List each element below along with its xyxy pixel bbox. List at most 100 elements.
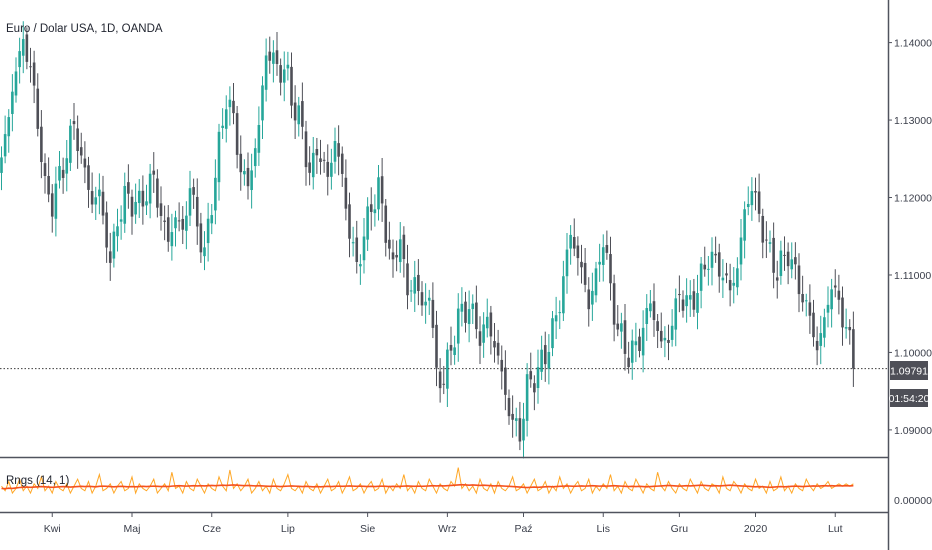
candle-body: [11, 91, 14, 114]
candle-body: [761, 215, 765, 243]
candle-body: [185, 215, 188, 231]
candle-body: [482, 324, 485, 343]
candle-body: [830, 289, 833, 310]
candle-body: [159, 203, 163, 216]
candle-body: [424, 301, 427, 306]
candle-body: [119, 219, 123, 222]
candle-body: [699, 263, 703, 291]
candle-body: [315, 149, 319, 156]
candle-body: [518, 418, 522, 442]
candle-body: [594, 268, 598, 296]
candle-body: [348, 204, 351, 239]
candle-body: [823, 317, 826, 338]
price-axis-ticks: 1.09000 1.10000 1.11000 1.12000 1.13000 1.140…: [888, 38, 932, 507]
candle-body: [7, 117, 11, 137]
countdown-badge: [890, 389, 928, 407]
candle-body: [797, 265, 801, 295]
candle-body: [772, 237, 775, 273]
candle-body: [471, 303, 475, 310]
candle-body: [779, 250, 783, 276]
candle-body: [87, 165, 90, 190]
candle-body: [170, 232, 174, 247]
candle-body: [192, 187, 195, 195]
countdown-label: 01:54:20: [889, 393, 930, 405]
candle-body: [583, 262, 587, 285]
candle-body: [420, 292, 424, 306]
candle-body: [105, 212, 108, 248]
candle-body: [65, 158, 69, 174]
y-tick-label: 1.10000: [894, 347, 932, 359]
candle-body: [746, 203, 750, 208]
candle-body: [609, 254, 612, 284]
candle-body: [243, 171, 246, 175]
candle-body: [29, 66, 32, 68]
candle-body: [25, 34, 29, 62]
candle-body: [569, 234, 572, 249]
candle-body: [493, 341, 496, 348]
candle-body: [504, 367, 507, 395]
candle-body: [326, 161, 330, 177]
candle-body: [18, 51, 21, 68]
candle-body: [235, 113, 239, 155]
candle-body: [678, 294, 681, 296]
candles-layer: [0, 21, 855, 459]
candle-body: [790, 259, 794, 270]
candle-body: [127, 182, 130, 194]
x-tick-label: Lut: [828, 523, 843, 535]
candle-body: [293, 102, 297, 121]
candle-body: [148, 173, 152, 204]
candle-body: [156, 178, 159, 208]
candle-body: [489, 312, 493, 337]
candle-body: [844, 327, 848, 329]
candle-body: [14, 71, 18, 96]
candle-body: [852, 329, 855, 369]
candle-body: [652, 301, 656, 321]
candle-body: [543, 345, 547, 365]
candle-body: [841, 297, 844, 328]
candle-body: [663, 337, 667, 341]
candle-body: [808, 302, 812, 316]
candle-body: [511, 413, 514, 420]
candle-body: [54, 183, 58, 219]
candle-body: [605, 245, 609, 253]
candle-body: [58, 166, 61, 181]
candle-body: [286, 64, 290, 69]
candle-body: [36, 88, 40, 129]
candle-body: [344, 177, 348, 209]
candle-body: [765, 239, 768, 241]
candle-body: [32, 62, 36, 86]
candle-body: [645, 308, 649, 325]
candle-body: [728, 280, 732, 291]
x-tick-label: Lip: [281, 523, 295, 535]
candle-body: [496, 342, 500, 356]
candle-body: [721, 277, 725, 281]
candle-body: [667, 339, 670, 343]
candle-body: [163, 220, 166, 222]
candle-body: [221, 125, 224, 128]
candle-body: [362, 236, 366, 261]
candle-body: [710, 251, 714, 268]
candle-body: [232, 100, 235, 114]
candle-body: [794, 257, 797, 265]
candle-body: [634, 341, 638, 346]
candle-body: [83, 158, 87, 168]
candle-body: [768, 242, 772, 244]
candle-body: [123, 185, 127, 224]
candle-body: [333, 140, 337, 162]
candle-body: [40, 126, 43, 163]
candle-body: [181, 218, 185, 230]
candle-body: [239, 153, 243, 173]
candle-body: [514, 418, 518, 421]
candle-body: [551, 318, 554, 349]
candle-body: [732, 282, 736, 286]
candle-body: [427, 297, 431, 301]
candle-body: [214, 177, 217, 211]
candle-body: [826, 304, 830, 313]
y-tick-label: 1.14000: [894, 38, 932, 50]
candle-body: [725, 273, 728, 276]
candle-body: [775, 277, 779, 281]
candle-body: [301, 101, 304, 127]
candle-body: [478, 331, 482, 346]
indicator-y-tick-label: 0.00000: [894, 495, 932, 507]
